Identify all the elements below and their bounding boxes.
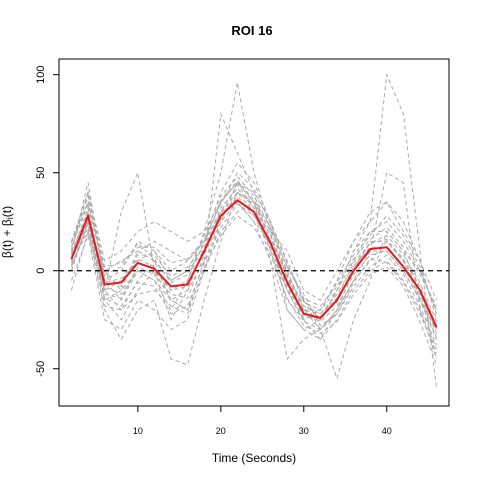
y-tick-label: -50 bbox=[35, 361, 47, 377]
individual-series-line bbox=[70, 72, 438, 389]
x-tick-label: 30 bbox=[299, 426, 309, 436]
individual-series-line bbox=[70, 111, 438, 360]
individual-series-line bbox=[71, 215, 438, 366]
individual-series-group bbox=[70, 72, 438, 389]
individual-series-line bbox=[70, 201, 438, 330]
x-axis-label: Time (Seconds) bbox=[212, 451, 296, 465]
y-axis-label-main: β(t) + β bbox=[0, 219, 14, 258]
y-axis-label-subscript: i bbox=[5, 217, 15, 219]
individual-series-line bbox=[70, 181, 438, 301]
y-axis: -50 0 50 100 bbox=[35, 66, 59, 377]
individual-series-line bbox=[70, 203, 438, 354]
y-axis-label-tail: (t) bbox=[0, 206, 14, 217]
individual-series-line bbox=[70, 195, 438, 322]
chart-title: ROI 16 bbox=[231, 23, 272, 38]
individual-series-line bbox=[70, 191, 438, 381]
individual-series-line bbox=[70, 162, 438, 321]
individual-series-line bbox=[70, 191, 438, 338]
individual-series-line bbox=[70, 181, 437, 331]
x-tick-label: 20 bbox=[216, 426, 226, 436]
individual-series-line bbox=[70, 171, 438, 315]
plot-area bbox=[59, 72, 449, 389]
x-tick-label: 40 bbox=[382, 426, 392, 436]
individual-series-line bbox=[70, 179, 437, 307]
individual-series-line bbox=[70, 201, 438, 350]
x-axis: 10 20 30 40 bbox=[133, 406, 392, 436]
y-tick-label: 100 bbox=[35, 66, 47, 84]
x-tick-label: 10 bbox=[133, 426, 143, 436]
y-tick-label: 50 bbox=[35, 167, 47, 179]
individual-series-line bbox=[70, 175, 438, 346]
individual-series-line bbox=[70, 181, 438, 340]
individual-series-line bbox=[70, 183, 438, 326]
individual-series-line bbox=[70, 200, 438, 311]
y-axis-label: β(t) + βi(t) bbox=[0, 206, 15, 258]
y-tick-label: 0 bbox=[35, 268, 47, 274]
plot-frame bbox=[58, 58, 450, 407]
mean-series-line bbox=[70, 199, 438, 328]
